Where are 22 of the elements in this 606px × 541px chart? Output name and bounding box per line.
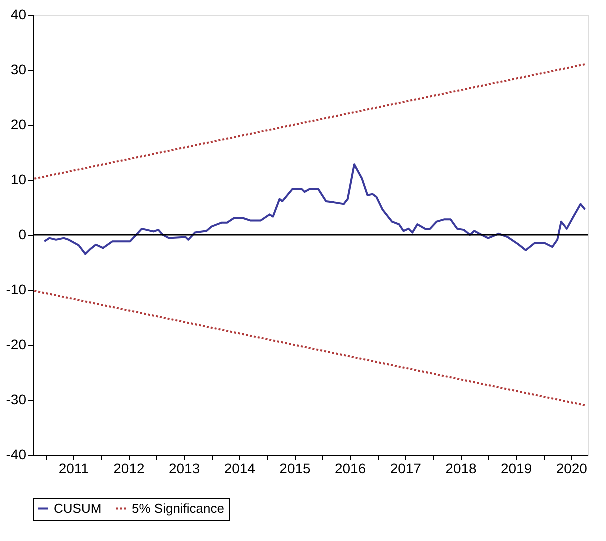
line-series (44, 164, 586, 256)
legend-label: CUSUM (54, 500, 102, 516)
y-tick-label: -10 (6, 282, 27, 298)
x-tick-label: 2017 (390, 460, 422, 476)
x-tick-label: 2020 (556, 460, 588, 476)
y-tick-label: 20 (10, 116, 27, 132)
x-tick-label: 2015 (280, 460, 312, 476)
y-tick-label: 40 (10, 6, 27, 22)
y-tick-label: -30 (6, 392, 27, 408)
legend-label: 5% Significance (132, 500, 224, 516)
x-tick-label: 2018 (446, 460, 478, 476)
y-tick-label: 10 (10, 172, 27, 188)
y-tick-label: -40 (6, 446, 27, 462)
y-tick-label: 0 (18, 226, 27, 242)
x-tick-label: 2016 (334, 460, 366, 476)
x-tick-label: 2019 (500, 460, 532, 476)
x-tick-label: 2012 (114, 460, 146, 476)
y-tick-label: -20 (6, 336, 27, 352)
x-tick-label: 2013 (168, 460, 200, 476)
x-tick-label: 2014 (224, 460, 256, 476)
x-tick-label: 2011 (58, 460, 90, 476)
y-tick-label: 30 (10, 62, 27, 78)
